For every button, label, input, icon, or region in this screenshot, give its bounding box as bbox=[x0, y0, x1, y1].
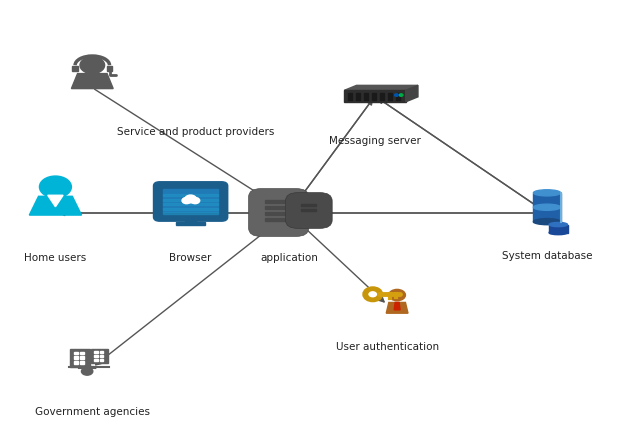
FancyBboxPatch shape bbox=[154, 182, 228, 221]
Bar bbox=[176, 222, 205, 225]
Ellipse shape bbox=[534, 204, 561, 210]
Bar bbox=[344, 90, 406, 102]
Circle shape bbox=[369, 292, 376, 297]
Bar bbox=[72, 66, 78, 72]
Polygon shape bbox=[48, 195, 63, 207]
Bar bbox=[265, 206, 293, 209]
Bar bbox=[302, 204, 316, 206]
Text: Service and product providers: Service and product providers bbox=[117, 127, 274, 138]
Bar bbox=[70, 349, 90, 367]
Bar bbox=[265, 218, 293, 221]
Polygon shape bbox=[29, 196, 82, 215]
Bar bbox=[265, 200, 293, 203]
Bar bbox=[372, 93, 376, 100]
Bar bbox=[160, 213, 221, 217]
Circle shape bbox=[365, 289, 381, 299]
Bar bbox=[186, 216, 196, 222]
Circle shape bbox=[40, 176, 71, 198]
Polygon shape bbox=[394, 302, 400, 310]
Bar bbox=[302, 209, 316, 211]
Polygon shape bbox=[71, 74, 113, 89]
Circle shape bbox=[191, 198, 199, 204]
Circle shape bbox=[394, 94, 398, 96]
Circle shape bbox=[82, 368, 93, 375]
Bar bbox=[364, 93, 368, 100]
Bar bbox=[164, 189, 218, 215]
Bar bbox=[100, 351, 103, 353]
Bar bbox=[94, 355, 98, 357]
Circle shape bbox=[399, 94, 403, 96]
Text: application: application bbox=[260, 253, 318, 263]
Bar bbox=[94, 351, 98, 353]
Text: Browser: Browser bbox=[169, 253, 212, 263]
Bar bbox=[164, 199, 218, 201]
Bar bbox=[74, 352, 78, 354]
Ellipse shape bbox=[534, 219, 561, 225]
Text: Government agencies: Government agencies bbox=[34, 407, 150, 417]
Text: Messaging server: Messaging server bbox=[329, 136, 421, 146]
Bar bbox=[348, 93, 352, 100]
Ellipse shape bbox=[549, 222, 567, 227]
Bar bbox=[534, 193, 561, 222]
Bar bbox=[396, 93, 400, 100]
Polygon shape bbox=[344, 85, 418, 90]
FancyBboxPatch shape bbox=[249, 189, 308, 236]
Polygon shape bbox=[406, 85, 418, 102]
Bar bbox=[388, 93, 392, 100]
Polygon shape bbox=[78, 367, 96, 368]
Circle shape bbox=[80, 57, 105, 74]
Bar bbox=[80, 352, 83, 354]
Bar bbox=[164, 194, 218, 196]
Bar bbox=[549, 225, 567, 233]
Bar bbox=[164, 212, 218, 214]
Bar bbox=[164, 203, 218, 205]
Bar bbox=[74, 356, 78, 359]
Circle shape bbox=[182, 198, 191, 204]
Bar bbox=[380, 93, 384, 100]
Circle shape bbox=[389, 289, 406, 301]
Polygon shape bbox=[386, 302, 408, 313]
Text: User authentication: User authentication bbox=[335, 343, 439, 352]
Bar bbox=[91, 349, 108, 363]
Ellipse shape bbox=[534, 190, 561, 196]
Text: System database: System database bbox=[502, 250, 593, 261]
Bar bbox=[100, 355, 103, 357]
FancyBboxPatch shape bbox=[285, 193, 332, 228]
Circle shape bbox=[185, 195, 196, 203]
Bar bbox=[164, 207, 218, 210]
Text: Home users: Home users bbox=[24, 253, 87, 263]
Bar bbox=[356, 93, 360, 100]
Bar bbox=[94, 359, 98, 361]
Bar bbox=[265, 212, 293, 215]
Bar bbox=[107, 66, 112, 72]
Bar bbox=[80, 361, 83, 364]
Ellipse shape bbox=[549, 230, 567, 235]
Bar bbox=[80, 356, 83, 359]
Bar bbox=[100, 359, 103, 361]
Bar bbox=[74, 361, 78, 364]
